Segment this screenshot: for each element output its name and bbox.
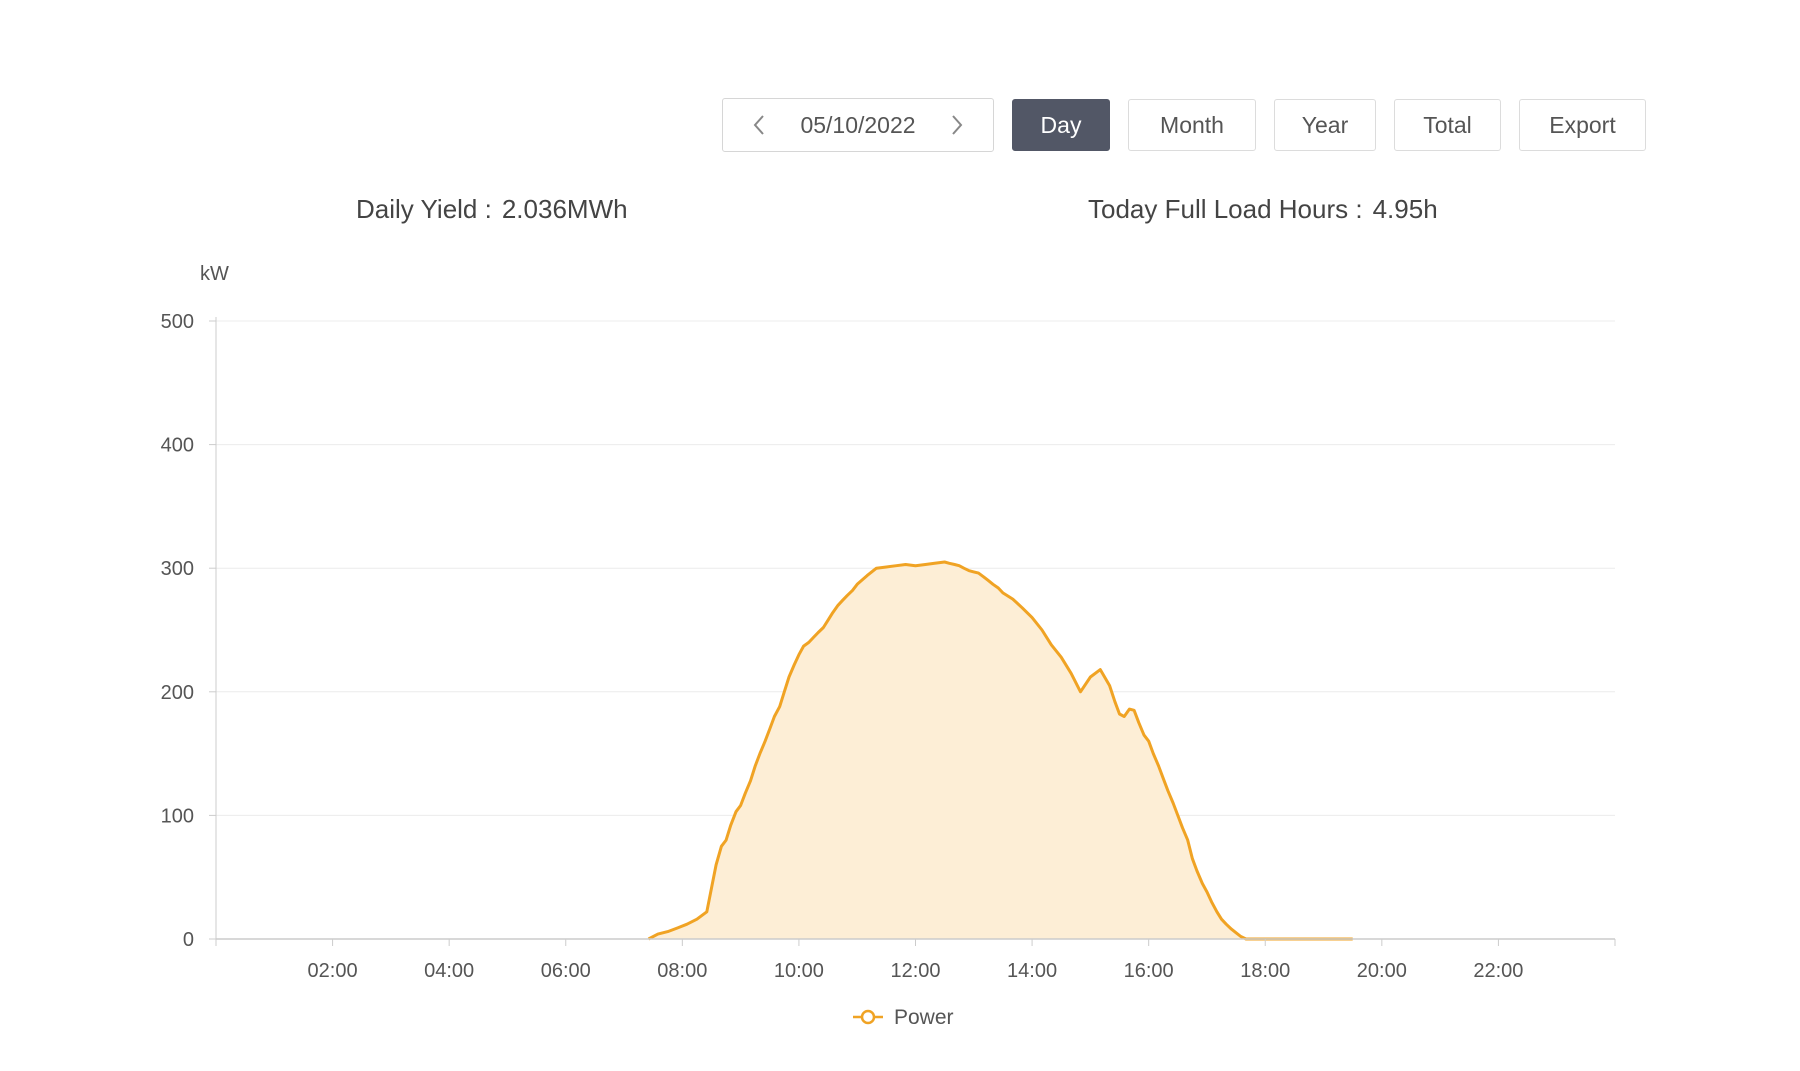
x-tick-label: 08:00 bbox=[657, 960, 707, 982]
y-tick-label: 500 bbox=[161, 311, 194, 333]
y-tick-label: 400 bbox=[161, 435, 194, 457]
chevron-right-icon[interactable] bbox=[945, 113, 969, 137]
toolbar: 05/10/2022 Day Month Year Total Export bbox=[722, 98, 1646, 152]
y-axis-unit: kW bbox=[200, 263, 229, 285]
x-tick-label: 02:00 bbox=[308, 960, 358, 982]
power-area-fill bbox=[648, 562, 1353, 939]
plot-area bbox=[647, 560, 1353, 941]
legend-label: Power bbox=[894, 1006, 954, 1029]
total-button[interactable]: Total bbox=[1394, 99, 1501, 151]
x-tick-label: 06:00 bbox=[541, 960, 591, 982]
y-tick-label: 0 bbox=[183, 929, 194, 951]
full-load-hours-label: Today Full Load Hours : bbox=[1088, 194, 1363, 224]
axes: 0 100 200 300 400 500 02:00 04:00 06:00 08:00 10:0… bbox=[161, 311, 1616, 982]
x-tick-label: 18:00 bbox=[1240, 960, 1290, 982]
export-button[interactable]: Export bbox=[1519, 99, 1646, 151]
year-button[interactable]: Year bbox=[1274, 99, 1376, 151]
x-tick-label: 10:00 bbox=[774, 960, 824, 982]
x-tick-label: 04:00 bbox=[424, 960, 474, 982]
x-tick-label: 20:00 bbox=[1357, 960, 1407, 982]
legend-marker-icon bbox=[860, 1009, 876, 1025]
full-load-hours-value: 4.95h bbox=[1372, 194, 1438, 224]
y-tick-label: 200 bbox=[161, 682, 194, 704]
x-tick-label: 12:00 bbox=[890, 960, 940, 982]
daily-yield: Daily Yield : 2.036MWh bbox=[356, 194, 628, 225]
y-tick-label: 100 bbox=[161, 805, 194, 827]
x-tick-label: 14:00 bbox=[1007, 960, 1057, 982]
month-button[interactable]: Month bbox=[1128, 99, 1256, 151]
date-value[interactable]: 05/10/2022 bbox=[800, 111, 916, 138]
full-load-hours: Today Full Load Hours : 4.95h bbox=[1088, 194, 1438, 225]
x-tick-label: 22:00 bbox=[1473, 960, 1523, 982]
legend[interactable]: Power bbox=[853, 1006, 954, 1029]
y-tick-label: 300 bbox=[161, 558, 194, 580]
day-button[interactable]: Day bbox=[1012, 99, 1110, 151]
daily-yield-value: 2.036MWh bbox=[501, 194, 628, 224]
power-series-line bbox=[647, 560, 1353, 941]
chevron-left-icon[interactable] bbox=[747, 113, 771, 137]
daily-yield-label: Daily Yield : bbox=[356, 194, 492, 224]
x-tick-label: 16:00 bbox=[1124, 960, 1174, 982]
date-picker[interactable]: 05/10/2022 bbox=[722, 98, 994, 152]
